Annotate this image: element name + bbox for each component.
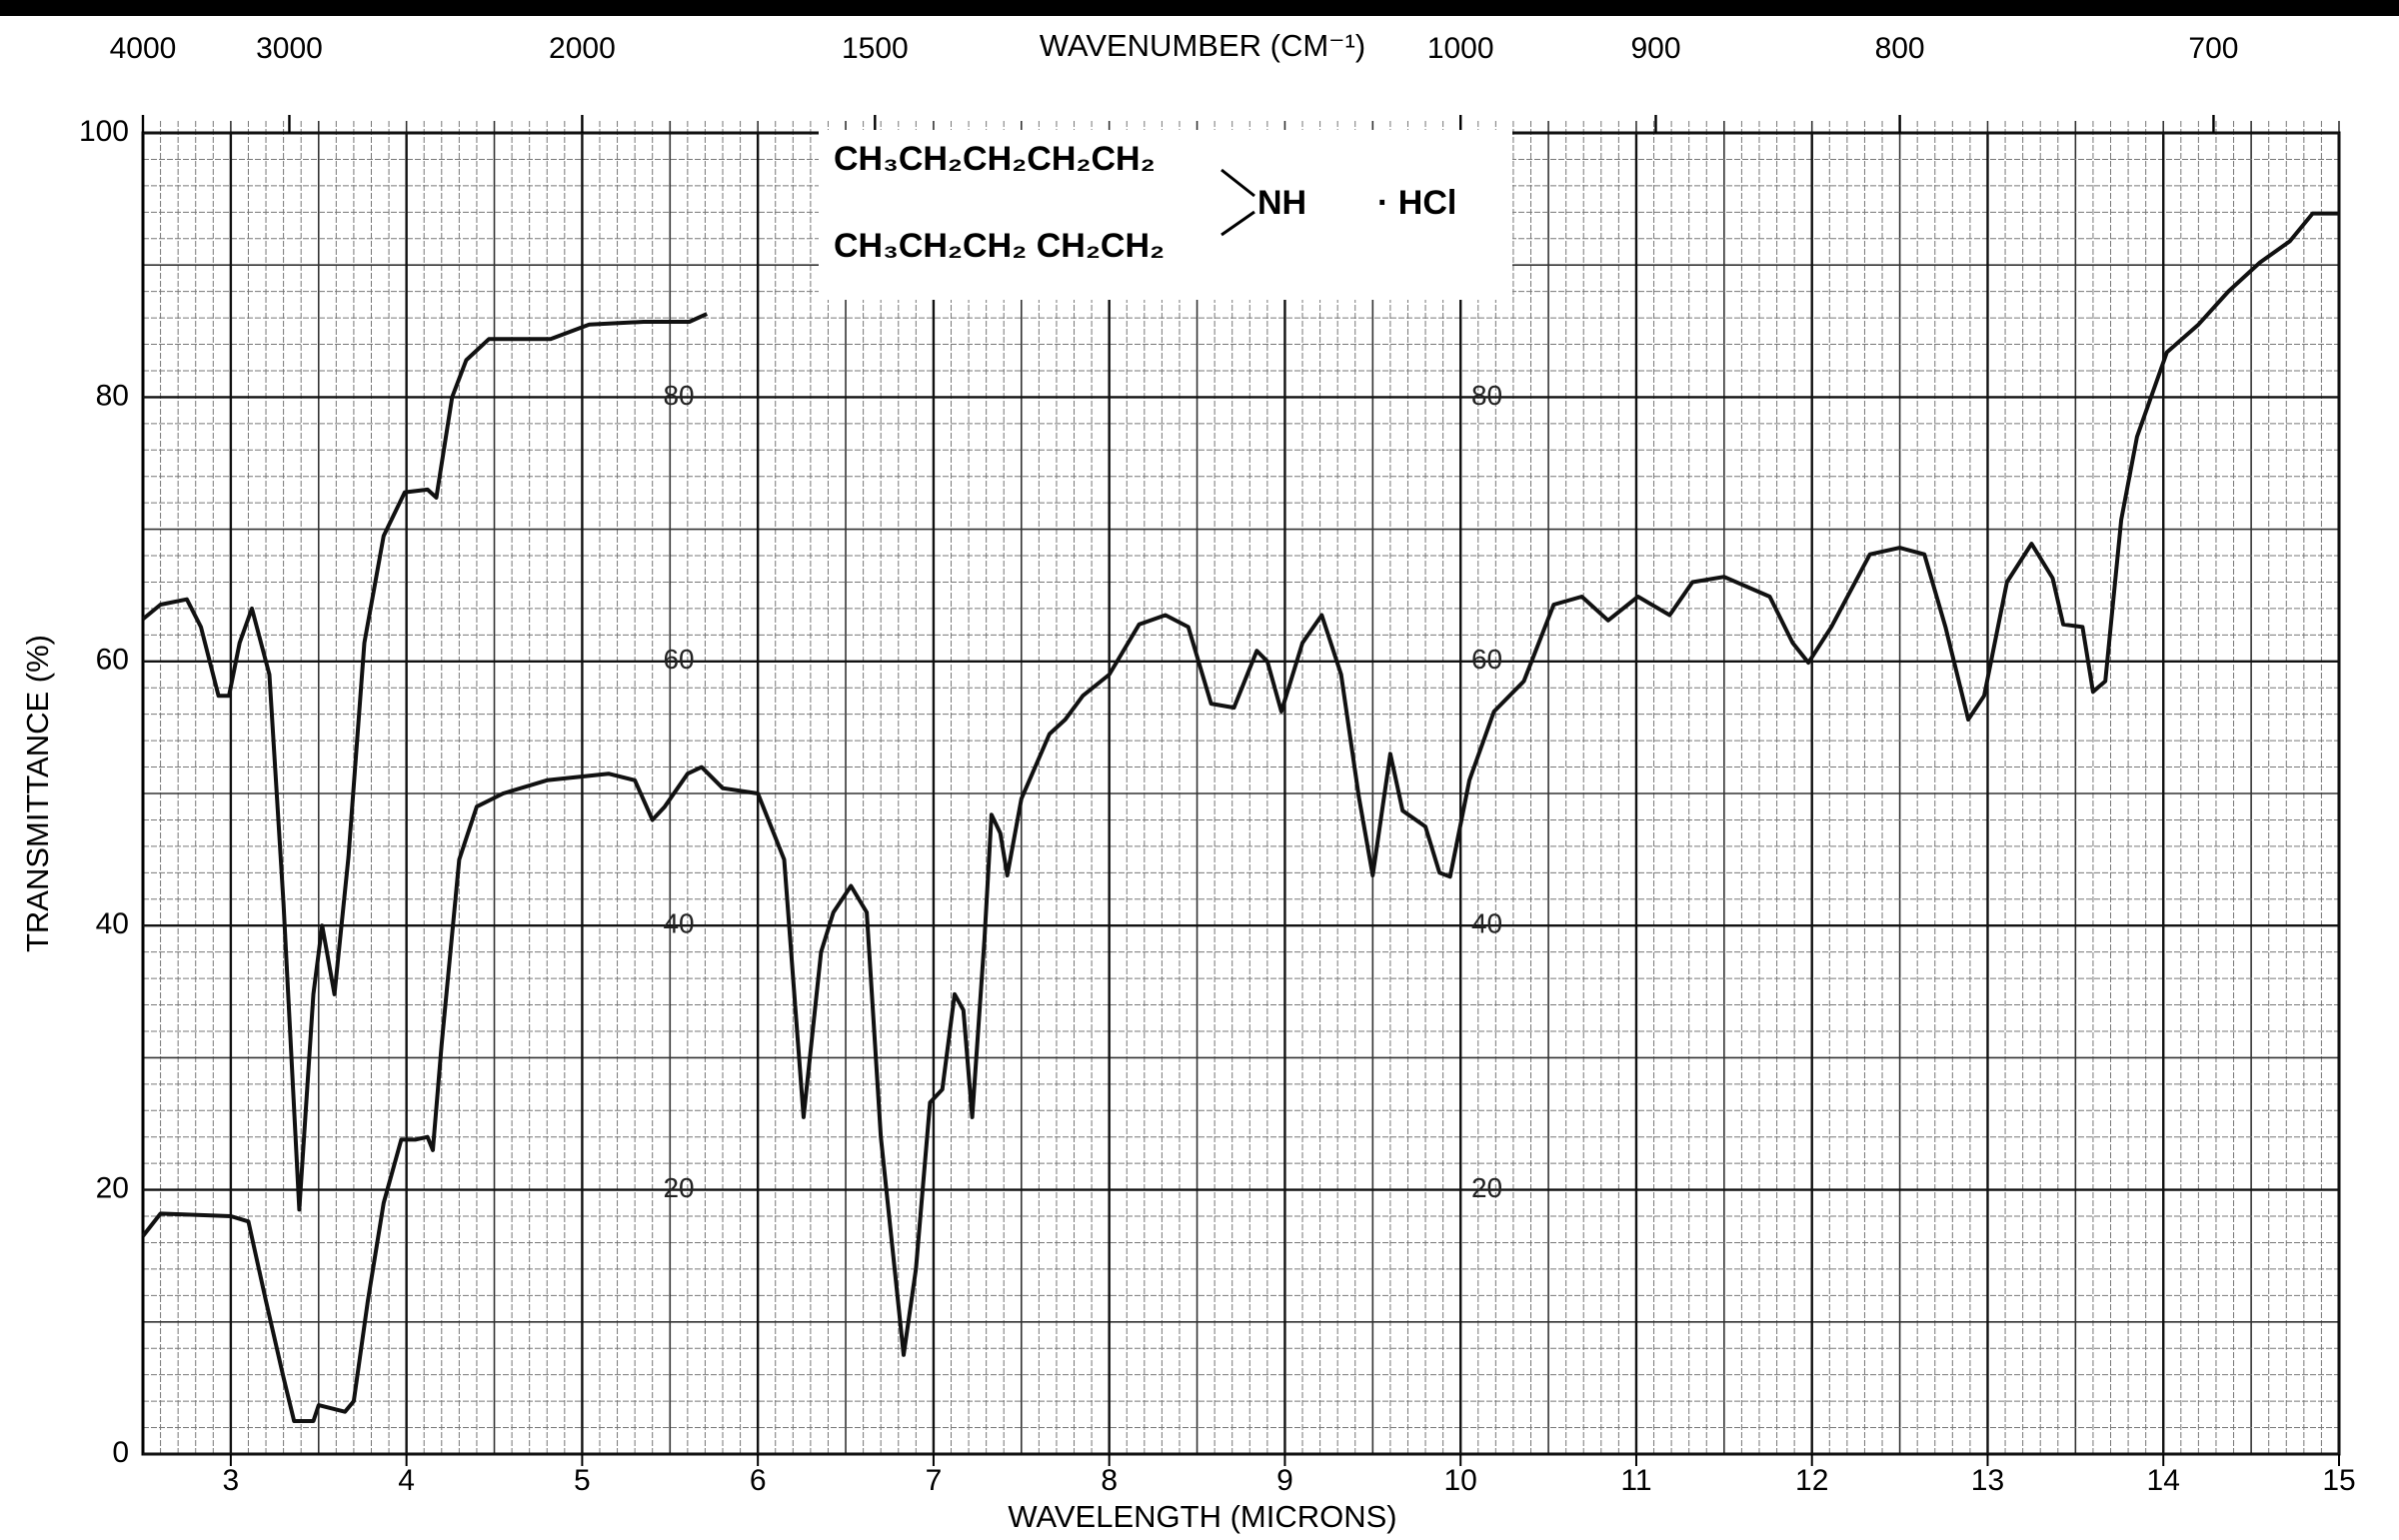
x-tick-label: 8 [1101,1464,1118,1497]
grid [142,121,2340,1455]
x-tick-label: 10 [1444,1464,1477,1497]
y-tick-label: 80 [96,379,129,412]
x-tick-label: 4 [398,1464,415,1497]
y-tick-label: 100 [79,115,129,148]
traces [141,211,2339,1423]
y-axis-title: TRANSMITTANCE (%) [20,635,55,952]
x-axis-title: WAVELENGTH (MICRONS) [1008,1499,1396,1534]
x-tick-label: 13 [1971,1464,2004,1497]
paper-label: 40 [1471,908,1502,939]
y-tick-label: 40 [96,907,129,940]
x2-tick-label: 4000 [110,32,177,65]
x2-tick-label: 800 [1875,32,1925,65]
x-tick-label: 7 [926,1464,943,1497]
formula-amine: NH [1257,184,1306,222]
x-tick-label: 11 [1620,1464,1651,1497]
x2-axis-title: WAVENUMBER (CM⁻¹) [1040,28,1365,63]
paper-label: 40 [663,908,694,939]
x-tick-label: 6 [750,1464,767,1497]
paper-label: 60 [663,644,694,675]
formula-line2: CH₃CH₂CH₂ CH₂CH₂ [834,227,1165,265]
paper-label: 20 [663,1172,694,1203]
x2-tick-label: 2000 [549,32,616,65]
x2-tick-label: 900 [1630,32,1680,65]
y-tick-label: 0 [112,1436,129,1469]
x2-tick-label: 1500 [842,32,909,65]
x-tick-label: 14 [2147,1464,2180,1497]
paper-label: 20 [1471,1172,1502,1203]
x-tick-label: 5 [574,1464,591,1497]
formula-line1: CH₃CH₂CH₂CH₂CH₂ [834,140,1156,178]
formula-box: CH₃CH₂CH₂CH₂CH₂ CH₃CH₂CH₂ CH₂CH₂ NH · HC… [819,130,1512,300]
top-band [0,0,2399,16]
x-tick-label: 3 [223,1464,240,1497]
x2-tick-label: 1000 [1427,32,1494,65]
x2-tick-label: 700 [2188,32,2238,65]
x2-tick-label: 3000 [256,32,323,65]
paper-label: 80 [1471,380,1502,411]
spectrum-trace [141,211,2339,1423]
x-tick-label: 15 [2322,1464,2355,1497]
bond [1220,168,1255,198]
y-tick-label: 20 [96,1172,129,1205]
x-tick-label: 9 [1276,1464,1293,1497]
spectrum-trace [141,312,709,1212]
formula-background [819,130,1512,300]
formula-salt: · HCl [1377,184,1456,222]
paper-label: 60 [1471,644,1502,675]
y-tick-label: 60 [96,644,129,677]
paper-label: 80 [663,380,694,411]
bond [1220,210,1255,237]
x-tick-label: 12 [1795,1464,1828,1497]
